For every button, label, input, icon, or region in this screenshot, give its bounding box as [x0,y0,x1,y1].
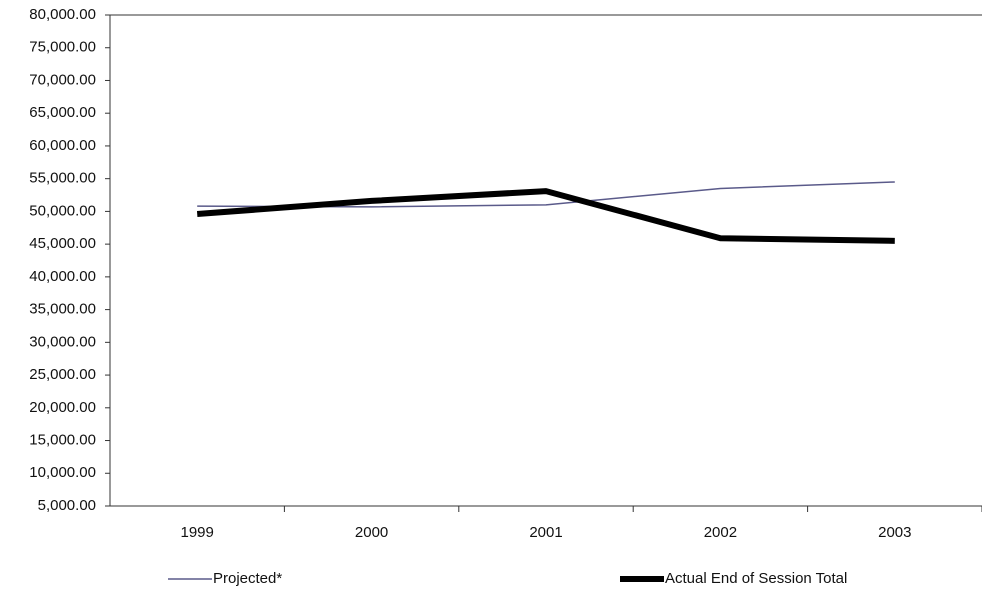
series-line [197,181,895,208]
y-tick-label: 70,000.00 [29,71,96,88]
y-tick-label: 20,000.00 [29,399,96,416]
y-tick-label: 75,000.00 [29,39,96,56]
y-tick-label: 15,000.00 [29,432,96,449]
y-tick-label: 65,000.00 [29,104,96,121]
y-tick-label: 5,000.00 [38,497,96,514]
y-tick-label: 35,000.00 [29,301,96,318]
y-tick-label: 45,000.00 [29,235,96,252]
y-tick-label: 50,000.00 [29,202,96,219]
y-tick-label: 80,000.00 [29,6,96,23]
y-tick-label: 60,000.00 [29,137,96,154]
legend-label: Projected* [213,570,282,587]
legend-label: Actual End of Session Total [665,570,847,587]
x-tick-label: 2000 [355,524,388,541]
x-tick-label: 2003 [878,524,911,541]
x-tick-label: 2001 [529,524,562,541]
y-tick-label: 40,000.00 [29,268,96,285]
y-tick-label: 30,000.00 [29,333,96,350]
y-tick-label: 25,000.00 [29,366,96,383]
x-tick-label: 2002 [704,524,737,541]
x-tick-label: 1999 [181,524,214,541]
y-tick-label: 10,000.00 [29,464,96,481]
series-line [196,188,895,244]
y-tick-label: 55,000.00 [29,170,96,187]
